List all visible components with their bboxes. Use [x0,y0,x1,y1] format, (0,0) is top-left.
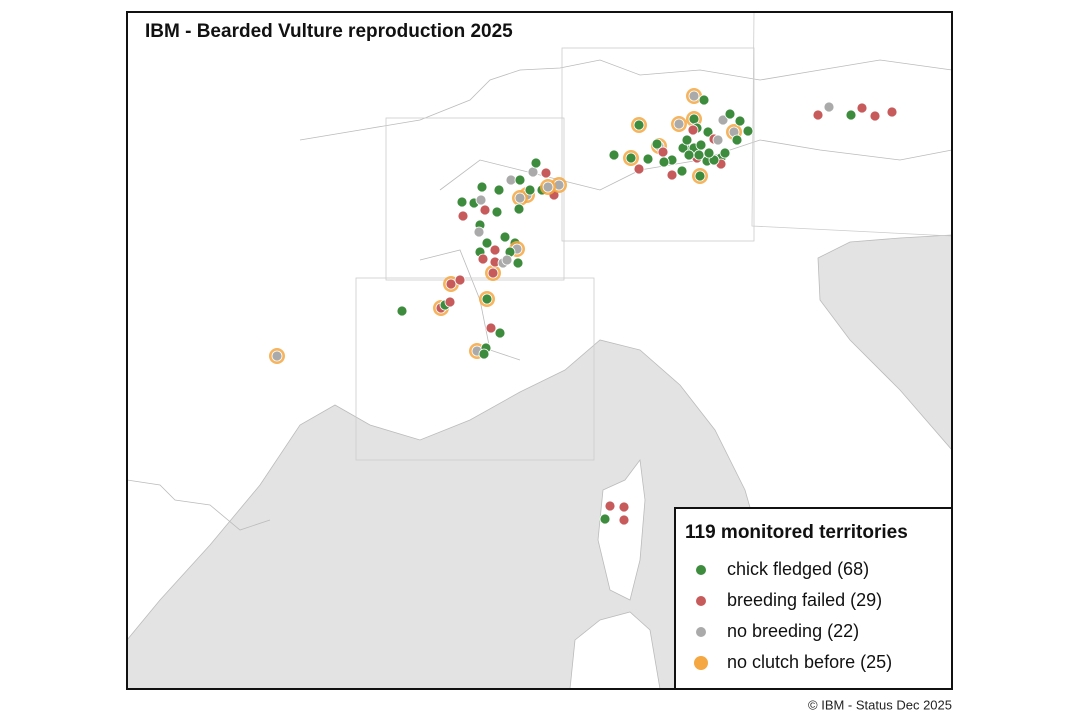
territory-point [396,305,408,317]
territory-point [271,350,283,362]
territory-point [666,169,678,181]
territory-point [485,322,497,334]
territory-point [886,106,898,118]
territory-point [481,293,493,305]
legend-swatch [696,627,706,637]
territory-point [633,163,645,175]
territory-point [823,101,835,113]
territory-point [499,231,511,243]
territory-point [658,156,670,168]
territory-point [625,152,637,164]
legend-swatch [694,656,708,670]
territory-point [476,181,488,193]
territory-point [477,253,489,265]
territory-point [724,108,736,120]
territory-point [608,149,620,161]
territory-point [651,138,663,150]
territory-point [481,237,493,249]
territory-point [524,184,536,196]
territory-point [454,274,466,286]
territory-point [812,109,824,121]
legend-label: no clutch before (25) [727,652,892,672]
legend: 119 monitored territories chick fledged … [674,507,953,690]
territory-point [681,134,693,146]
footer: © IBM - Status Dec 2025 [808,697,952,712]
territory-point [604,500,616,512]
legend-label: chick fledged (68) [727,559,869,579]
territory-point [717,114,729,126]
legend-swatch [696,596,706,606]
territory-point [673,118,685,130]
territory-point [703,147,715,159]
territory-point [633,119,645,131]
territory-point [693,149,705,161]
territory-point [742,125,754,137]
territory-point [702,126,714,138]
territory-point [694,170,706,182]
territory-point [695,139,707,151]
basemap [126,11,953,690]
territory-point [491,206,503,218]
territory-point [445,278,457,290]
territory-point [869,110,881,122]
map-frame [126,11,953,690]
territory-point [493,184,505,196]
territory-point [687,124,699,136]
territory-point [514,192,526,204]
territory-point [618,514,630,526]
territory-point [642,153,654,165]
territory-point [513,203,525,215]
territory-point [501,254,513,266]
territory-point [683,149,695,161]
map-title: IBM - Bearded Vulture reproduction 2025 [145,21,513,42]
territory-point [527,166,539,178]
territory-point [856,102,868,114]
territory-point [731,134,743,146]
territory-point [489,244,501,256]
territory-point [734,115,746,127]
territory-point [688,90,700,102]
territory-points [269,88,898,526]
territory-point [457,210,469,222]
territory-point [444,296,456,308]
territory-point [478,348,490,360]
territory-point [688,113,700,125]
territory-point [530,157,542,169]
territory-point [475,194,487,206]
territory-point [599,513,611,525]
legend-label: breeding failed (29) [727,590,882,610]
legend-swatch [696,565,706,575]
territory-point [494,327,506,339]
territory-point [542,181,554,193]
territory-point [712,134,724,146]
territory-point [845,109,857,121]
territory-point [698,94,710,106]
legend-label: no breeding (22) [727,621,859,641]
territory-point [456,196,468,208]
territory-point [540,167,552,179]
territory-point [512,257,524,269]
territory-point [479,204,491,216]
territory-point [618,501,630,513]
territory-point [505,174,517,186]
territory-point [473,226,485,238]
territory-point [514,174,526,186]
territory-point [676,165,688,177]
territory-point [487,267,499,279]
legend-title: 119 monitored territories [685,522,908,543]
territory-point [719,147,731,159]
